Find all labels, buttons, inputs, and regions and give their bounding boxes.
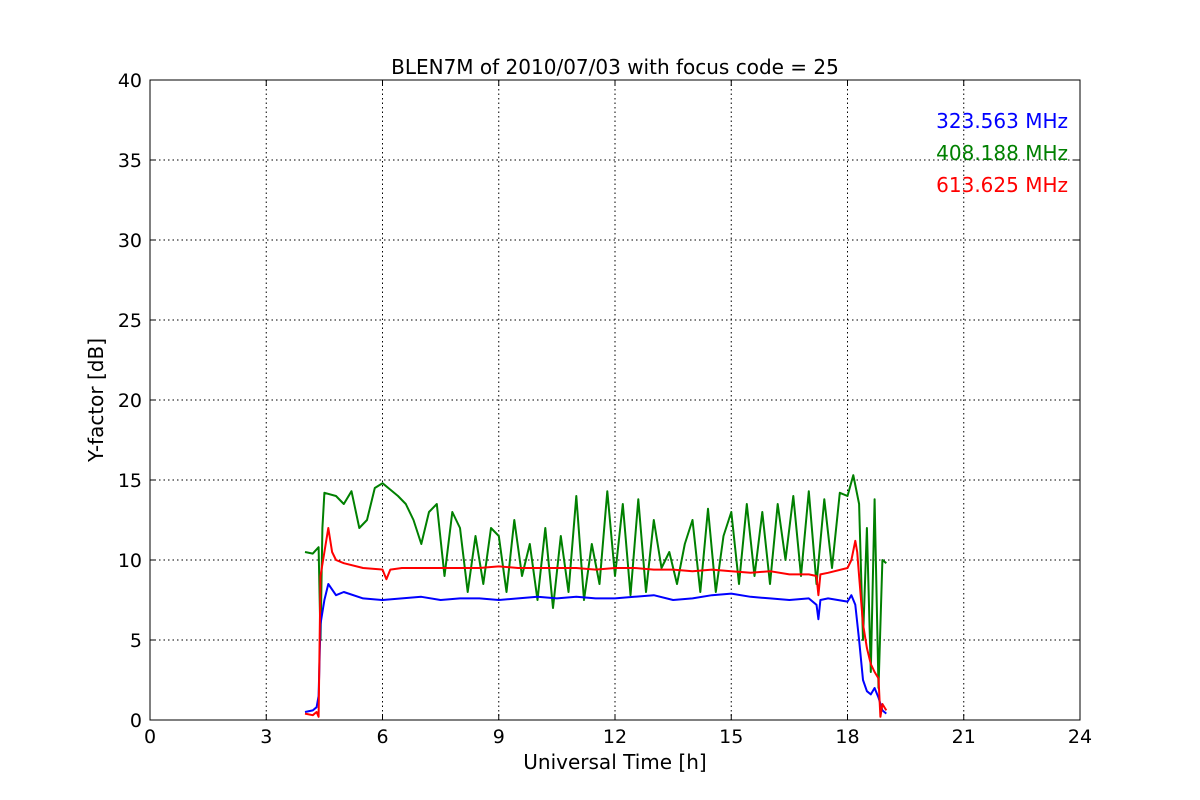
y-axis-label: Y-factor [dB] [84, 338, 108, 463]
x-tick-label: 9 [493, 726, 505, 748]
legend-entry-1: 408.188 MHz [936, 141, 1068, 165]
legend: 323.563 MHz 408.188 MHz 613.625 MHz [936, 109, 1068, 197]
y-tick-label: 35 [118, 150, 142, 172]
x-axis-label: Universal Time [h] [523, 750, 706, 774]
y-tick-label: 0 [130, 710, 142, 732]
grid-lines [150, 80, 1080, 720]
x-tick-label: 3 [260, 726, 272, 748]
y-tick-label: 30 [118, 230, 142, 252]
legend-entry-0: 323.563 MHz [936, 109, 1068, 133]
series-line-2 [304, 527, 888, 718]
y-tick-label: 15 [118, 470, 142, 492]
y-tick-label: 5 [130, 630, 142, 652]
chart-title: BLEN7M of 2010/07/03 with focus code = 2… [391, 55, 839, 79]
x-tick-label: 24 [1068, 726, 1092, 748]
x-tick-label: 18 [835, 726, 859, 748]
x-tick-label: 0 [144, 726, 156, 748]
y-tick-label: 40 [118, 70, 142, 92]
series-line-1 [304, 474, 887, 689]
x-tick-label: 15 [719, 726, 743, 748]
axis-ticks: 0 3 6 9 12 15 18 21 24 0 5 10 15 20 25 30 35 40 [118, 70, 1092, 748]
legend-entry-2: 613.625 MHz [936, 173, 1068, 197]
series-line-0 [304, 583, 887, 715]
series-layer [304, 474, 888, 718]
x-tick-label: 6 [376, 726, 388, 748]
y-tick-label: 10 [118, 550, 142, 572]
x-tick-label: 12 [603, 726, 627, 748]
x-tick-label: 21 [952, 726, 976, 748]
y-tick-label: 25 [118, 310, 142, 332]
y-tick-label: 20 [118, 390, 142, 412]
